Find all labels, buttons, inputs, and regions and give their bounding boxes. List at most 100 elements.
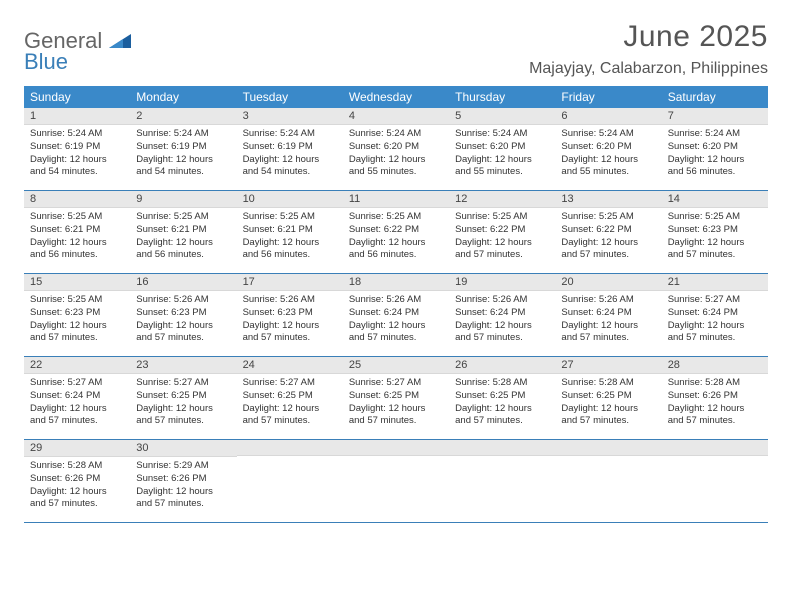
day-body: Sunrise: 5:25 AMSunset: 6:22 PMDaylight:… (555, 208, 661, 268)
dow-cell: Saturday (662, 86, 768, 108)
logo-triangle-icon (109, 34, 131, 53)
day-body: Sunrise: 5:24 AMSunset: 6:20 PMDaylight:… (555, 125, 661, 185)
day-number: 22 (24, 357, 130, 374)
dow-cell: Monday (130, 86, 236, 108)
day-number: 27 (555, 357, 661, 374)
day-cell: 8Sunrise: 5:25 AMSunset: 6:21 PMDaylight… (24, 191, 130, 273)
day-body: Sunrise: 5:24 AMSunset: 6:19 PMDaylight:… (130, 125, 236, 185)
day-cell (237, 440, 343, 522)
day-body: Sunrise: 5:24 AMSunset: 6:20 PMDaylight:… (343, 125, 449, 185)
day-body: Sunrise: 5:25 AMSunset: 6:22 PMDaylight:… (449, 208, 555, 268)
day-number: 21 (662, 274, 768, 291)
week-row: 22Sunrise: 5:27 AMSunset: 6:24 PMDayligh… (24, 357, 768, 440)
day-cell: 27Sunrise: 5:28 AMSunset: 6:25 PMDayligh… (555, 357, 661, 439)
day-number: 2 (130, 108, 236, 125)
day-cell: 1Sunrise: 5:24 AMSunset: 6:19 PMDaylight… (24, 108, 130, 190)
day-cell: 19Sunrise: 5:26 AMSunset: 6:24 PMDayligh… (449, 274, 555, 356)
day-cell: 21Sunrise: 5:27 AMSunset: 6:24 PMDayligh… (662, 274, 768, 356)
day-body: Sunrise: 5:28 AMSunset: 6:26 PMDaylight:… (24, 457, 130, 517)
logo-text-line2: Blue (24, 51, 131, 73)
day-body: Sunrise: 5:25 AMSunset: 6:22 PMDaylight:… (343, 208, 449, 268)
day-number: 1 (24, 108, 130, 125)
day-number (449, 440, 555, 456)
day-cell: 25Sunrise: 5:27 AMSunset: 6:25 PMDayligh… (343, 357, 449, 439)
day-cell (555, 440, 661, 522)
dow-cell: Tuesday (237, 86, 343, 108)
day-body: Sunrise: 5:25 AMSunset: 6:21 PMDaylight:… (237, 208, 343, 268)
day-cell: 3Sunrise: 5:24 AMSunset: 6:19 PMDaylight… (237, 108, 343, 190)
day-number: 16 (130, 274, 236, 291)
calendar-page: General Blue June 2025 Majayjay, Calabar… (0, 0, 792, 543)
day-cell: 18Sunrise: 5:26 AMSunset: 6:24 PMDayligh… (343, 274, 449, 356)
day-body: Sunrise: 5:25 AMSunset: 6:21 PMDaylight:… (24, 208, 130, 268)
day-body: Sunrise: 5:28 AMSunset: 6:25 PMDaylight:… (555, 374, 661, 434)
day-number: 19 (449, 274, 555, 291)
dow-cell: Sunday (24, 86, 130, 108)
day-body: Sunrise: 5:27 AMSunset: 6:24 PMDaylight:… (24, 374, 130, 434)
day-number: 6 (555, 108, 661, 125)
calendar-grid: SundayMondayTuesdayWednesdayThursdayFrid… (24, 86, 768, 523)
day-body: Sunrise: 5:25 AMSunset: 6:21 PMDaylight:… (130, 208, 236, 268)
day-number: 13 (555, 191, 661, 208)
day-cell: 9Sunrise: 5:25 AMSunset: 6:21 PMDaylight… (130, 191, 236, 273)
day-cell: 4Sunrise: 5:24 AMSunset: 6:20 PMDaylight… (343, 108, 449, 190)
logo: General Blue (24, 30, 131, 73)
day-body (662, 456, 768, 514)
week-row: 1Sunrise: 5:24 AMSunset: 6:19 PMDaylight… (24, 108, 768, 191)
day-body: Sunrise: 5:24 AMSunset: 6:20 PMDaylight:… (662, 125, 768, 185)
day-number: 14 (662, 191, 768, 208)
day-number (555, 440, 661, 456)
day-cell: 22Sunrise: 5:27 AMSunset: 6:24 PMDayligh… (24, 357, 130, 439)
day-number (237, 440, 343, 456)
day-number: 18 (343, 274, 449, 291)
day-cell: 30Sunrise: 5:29 AMSunset: 6:26 PMDayligh… (130, 440, 236, 522)
day-number: 3 (237, 108, 343, 125)
day-cell: 23Sunrise: 5:27 AMSunset: 6:25 PMDayligh… (130, 357, 236, 439)
day-number: 25 (343, 357, 449, 374)
day-number: 10 (237, 191, 343, 208)
day-body (237, 456, 343, 514)
day-number: 28 (662, 357, 768, 374)
location-text: Majayjay, Calabarzon, Philippines (529, 60, 768, 78)
day-number: 5 (449, 108, 555, 125)
day-cell: 13Sunrise: 5:25 AMSunset: 6:22 PMDayligh… (555, 191, 661, 273)
day-cell: 10Sunrise: 5:25 AMSunset: 6:21 PMDayligh… (237, 191, 343, 273)
day-cell: 20Sunrise: 5:26 AMSunset: 6:24 PMDayligh… (555, 274, 661, 356)
dow-cell: Wednesday (343, 86, 449, 108)
week-row: 8Sunrise: 5:25 AMSunset: 6:21 PMDaylight… (24, 191, 768, 274)
day-cell: 7Sunrise: 5:24 AMSunset: 6:20 PMDaylight… (662, 108, 768, 190)
day-cell: 26Sunrise: 5:28 AMSunset: 6:25 PMDayligh… (449, 357, 555, 439)
day-number: 29 (24, 440, 130, 457)
day-cell (449, 440, 555, 522)
day-number: 11 (343, 191, 449, 208)
day-cell: 24Sunrise: 5:27 AMSunset: 6:25 PMDayligh… (237, 357, 343, 439)
day-cell: 16Sunrise: 5:26 AMSunset: 6:23 PMDayligh… (130, 274, 236, 356)
dow-header-row: SundayMondayTuesdayWednesdayThursdayFrid… (24, 86, 768, 108)
day-body: Sunrise: 5:29 AMSunset: 6:26 PMDaylight:… (130, 457, 236, 517)
day-number: 8 (24, 191, 130, 208)
day-body (343, 456, 449, 514)
day-body: Sunrise: 5:27 AMSunset: 6:25 PMDaylight:… (237, 374, 343, 434)
day-number (343, 440, 449, 456)
day-body (449, 456, 555, 514)
day-body: Sunrise: 5:27 AMSunset: 6:24 PMDaylight:… (662, 291, 768, 351)
month-title: June 2025 (529, 20, 768, 54)
day-cell (343, 440, 449, 522)
day-cell: 14Sunrise: 5:25 AMSunset: 6:23 PMDayligh… (662, 191, 768, 273)
day-number: 26 (449, 357, 555, 374)
day-body: Sunrise: 5:27 AMSunset: 6:25 PMDaylight:… (343, 374, 449, 434)
day-number (662, 440, 768, 456)
day-number: 9 (130, 191, 236, 208)
day-number: 7 (662, 108, 768, 125)
day-body: Sunrise: 5:24 AMSunset: 6:20 PMDaylight:… (449, 125, 555, 185)
day-body: Sunrise: 5:26 AMSunset: 6:23 PMDaylight:… (130, 291, 236, 351)
day-body: Sunrise: 5:26 AMSunset: 6:24 PMDaylight:… (343, 291, 449, 351)
day-body: Sunrise: 5:27 AMSunset: 6:25 PMDaylight:… (130, 374, 236, 434)
day-number: 15 (24, 274, 130, 291)
day-number: 24 (237, 357, 343, 374)
week-row: 29Sunrise: 5:28 AMSunset: 6:26 PMDayligh… (24, 440, 768, 523)
day-cell: 6Sunrise: 5:24 AMSunset: 6:20 PMDaylight… (555, 108, 661, 190)
day-cell: 12Sunrise: 5:25 AMSunset: 6:22 PMDayligh… (449, 191, 555, 273)
day-cell: 11Sunrise: 5:25 AMSunset: 6:22 PMDayligh… (343, 191, 449, 273)
day-body (555, 456, 661, 514)
